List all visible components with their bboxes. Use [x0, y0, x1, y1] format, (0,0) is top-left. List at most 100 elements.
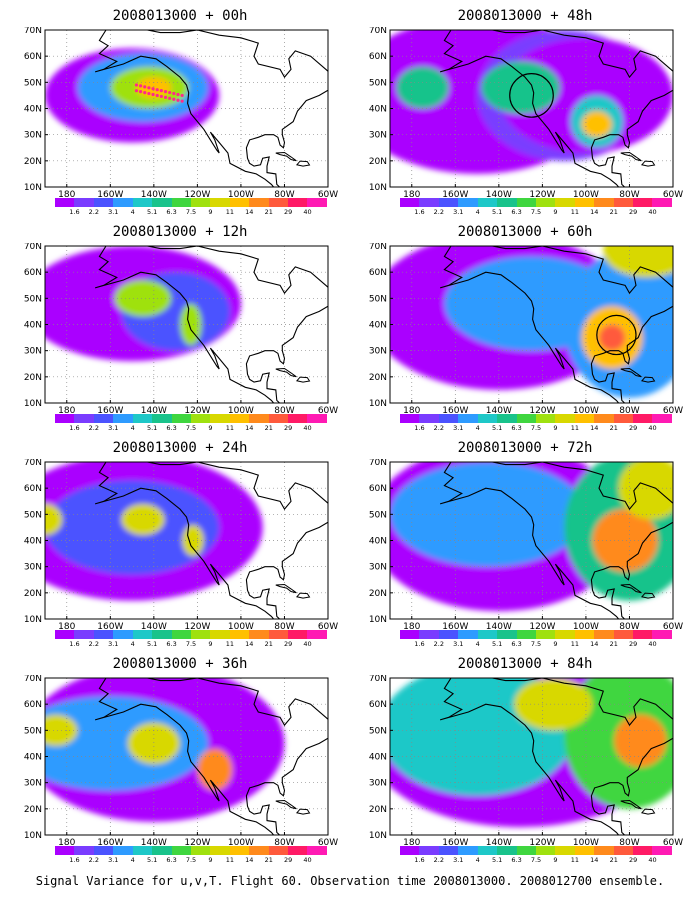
variance-region [618, 462, 673, 520]
lon-tick-label: 100W [573, 838, 599, 845]
lat-tick-label: 50N [369, 294, 387, 304]
lon-tick-label: 160W [442, 190, 468, 197]
lat-tick-label: 60N [369, 52, 387, 62]
colorbar-swatch [458, 846, 478, 855]
lat-tick-label: 30N [369, 131, 387, 141]
lon-tick-label: 80W [619, 190, 639, 197]
colorbar-tick-label: 7.5 [185, 640, 197, 648]
colorbar-swatch [633, 414, 653, 423]
colorbar-tick-label: 4 [130, 856, 135, 864]
colorbar-tick-label: 2.2 [88, 208, 100, 216]
colorbar-tick-label: 6.3 [511, 424, 522, 432]
colorbar-swatch [652, 630, 672, 639]
lat-tick-label: 40N [369, 321, 387, 331]
colorbar-tick-label: 29 [284, 640, 293, 648]
observation-marker [155, 88, 159, 92]
coastline [141, 462, 328, 619]
colorbar-swatch [633, 630, 653, 639]
lon-tick-label: 140W [141, 838, 167, 845]
colorbar-tick-label: 1.6 [414, 208, 425, 216]
colorbar-labels: 1.6 2.2 3.1 4 5.1 6.3 7.5 9 11 14 21 29 40 [400, 424, 672, 434]
colorbar-swatch [574, 414, 595, 423]
lat-tick-label: 50N [24, 510, 42, 520]
colorbar-swatch [171, 198, 191, 207]
colorbar-tick-label: 1.6 [414, 640, 425, 648]
colorbar-swatch [268, 846, 289, 855]
colorbar-tick-label: 11 [570, 208, 579, 216]
coastline [94, 246, 275, 403]
coastline [94, 462, 275, 619]
island-outline [275, 367, 297, 378]
lat-tick-label: 10N [369, 399, 387, 409]
colorbar-swatch [171, 630, 191, 639]
map-84h: 70N 60N 50N 40N 30N 20N 10N 180 160W 140W 120W 100W… [355, 675, 695, 845]
observation-marker [138, 84, 143, 88]
lon-tick-label: 160W [97, 838, 123, 845]
colorbar-swatch [74, 630, 94, 639]
colorbar-tick-label: 14 [245, 424, 254, 432]
lon-tick-label: 80W [274, 838, 294, 845]
colorbar-tick-label: 9 [208, 208, 213, 216]
colorbar-swatch [555, 630, 575, 639]
colorbar-tick-label: 29 [629, 424, 638, 432]
colorbar-swatch [633, 198, 653, 207]
colorbar-swatch [113, 630, 133, 639]
colorbar-swatch [113, 846, 133, 855]
colorbar-tick-label: 6.3 [511, 208, 522, 216]
map-canvas: 70N 60N 50N 40N 30N 20N 10N 180 160W 140W 120W 100W… [369, 459, 683, 629]
variance-region [179, 303, 202, 346]
island-outline [640, 160, 656, 167]
colorbar-tick-label: 4 [475, 856, 480, 864]
variance-region [603, 246, 673, 278]
observation-marker [176, 92, 180, 97]
colorbar-swatch [93, 414, 114, 423]
variance-region [121, 503, 165, 536]
map-canvas: 70N 60N 50N 40N 30N 20N 10N 180 160W 140W 120W 100W… [24, 27, 338, 197]
colorbar-tick-label: 7.5 [185, 856, 197, 864]
colorbar-tick-label: 6.3 [166, 424, 177, 432]
lon-tick-label: 180 [58, 838, 75, 845]
lat-tick-label: 50N [369, 510, 387, 520]
colorbar-tick-label: 11 [570, 424, 579, 432]
colorbar-swatch [268, 630, 289, 639]
colorbar [400, 198, 672, 207]
colorbar-swatch [268, 414, 289, 423]
colorbar-tick-label: 1.6 [414, 856, 425, 864]
lon-tick-label: 180 [403, 838, 420, 845]
lon-tick-label: 80W [619, 622, 639, 629]
observation-marker [159, 89, 163, 93]
lat-tick-label: 60N [24, 700, 42, 710]
lat-tick-label: 40N [24, 753, 42, 763]
lat-tick-label: 70N [24, 675, 42, 684]
colorbar-tick-label: 9 [553, 856, 558, 864]
colorbar-tick-label: 7.5 [530, 856, 542, 864]
coastline [439, 30, 620, 187]
colorbar-tick-label: 4 [130, 640, 135, 648]
observation-marker [163, 90, 168, 94]
lon-tick-label: 80W [619, 838, 639, 845]
lat-tick-label: 40N [24, 105, 42, 115]
colorbar-swatch [535, 630, 556, 639]
colorbar-tick-label: 11 [225, 640, 234, 648]
map-48h: 70N 60N 50N 40N 30N 20N 10N 180 160W 140W 120W 100W… [355, 27, 695, 197]
colorbar-tick-label: 5.1 [491, 424, 503, 432]
lon-tick-label: 140W [141, 190, 167, 197]
island-outline [620, 367, 642, 378]
lat-tick-label: 50N [24, 78, 42, 88]
lat-tick-label: 70N [24, 459, 42, 468]
island-outline [295, 808, 311, 815]
colorbar-swatch [229, 846, 250, 855]
colorbar-swatch [249, 414, 269, 423]
lat-tick-label: 60N [24, 268, 42, 278]
lon-tick-label: 120W [184, 622, 210, 629]
observation-marker [172, 97, 176, 101]
island-outline [295, 592, 311, 599]
panel-48h: 2008013000 + 48h 70N 60N 50N 40N 30N 20N 10N 18… [355, 5, 695, 220]
island-outline [275, 799, 297, 810]
lon-tick-label: 160W [97, 190, 123, 197]
lat-tick-label: 10N [24, 831, 42, 841]
lat-tick-label: 10N [24, 399, 42, 409]
colorbar-swatch [516, 846, 536, 855]
colorbar-tick-label: 14 [590, 208, 599, 216]
colorbar-swatch [419, 414, 439, 423]
